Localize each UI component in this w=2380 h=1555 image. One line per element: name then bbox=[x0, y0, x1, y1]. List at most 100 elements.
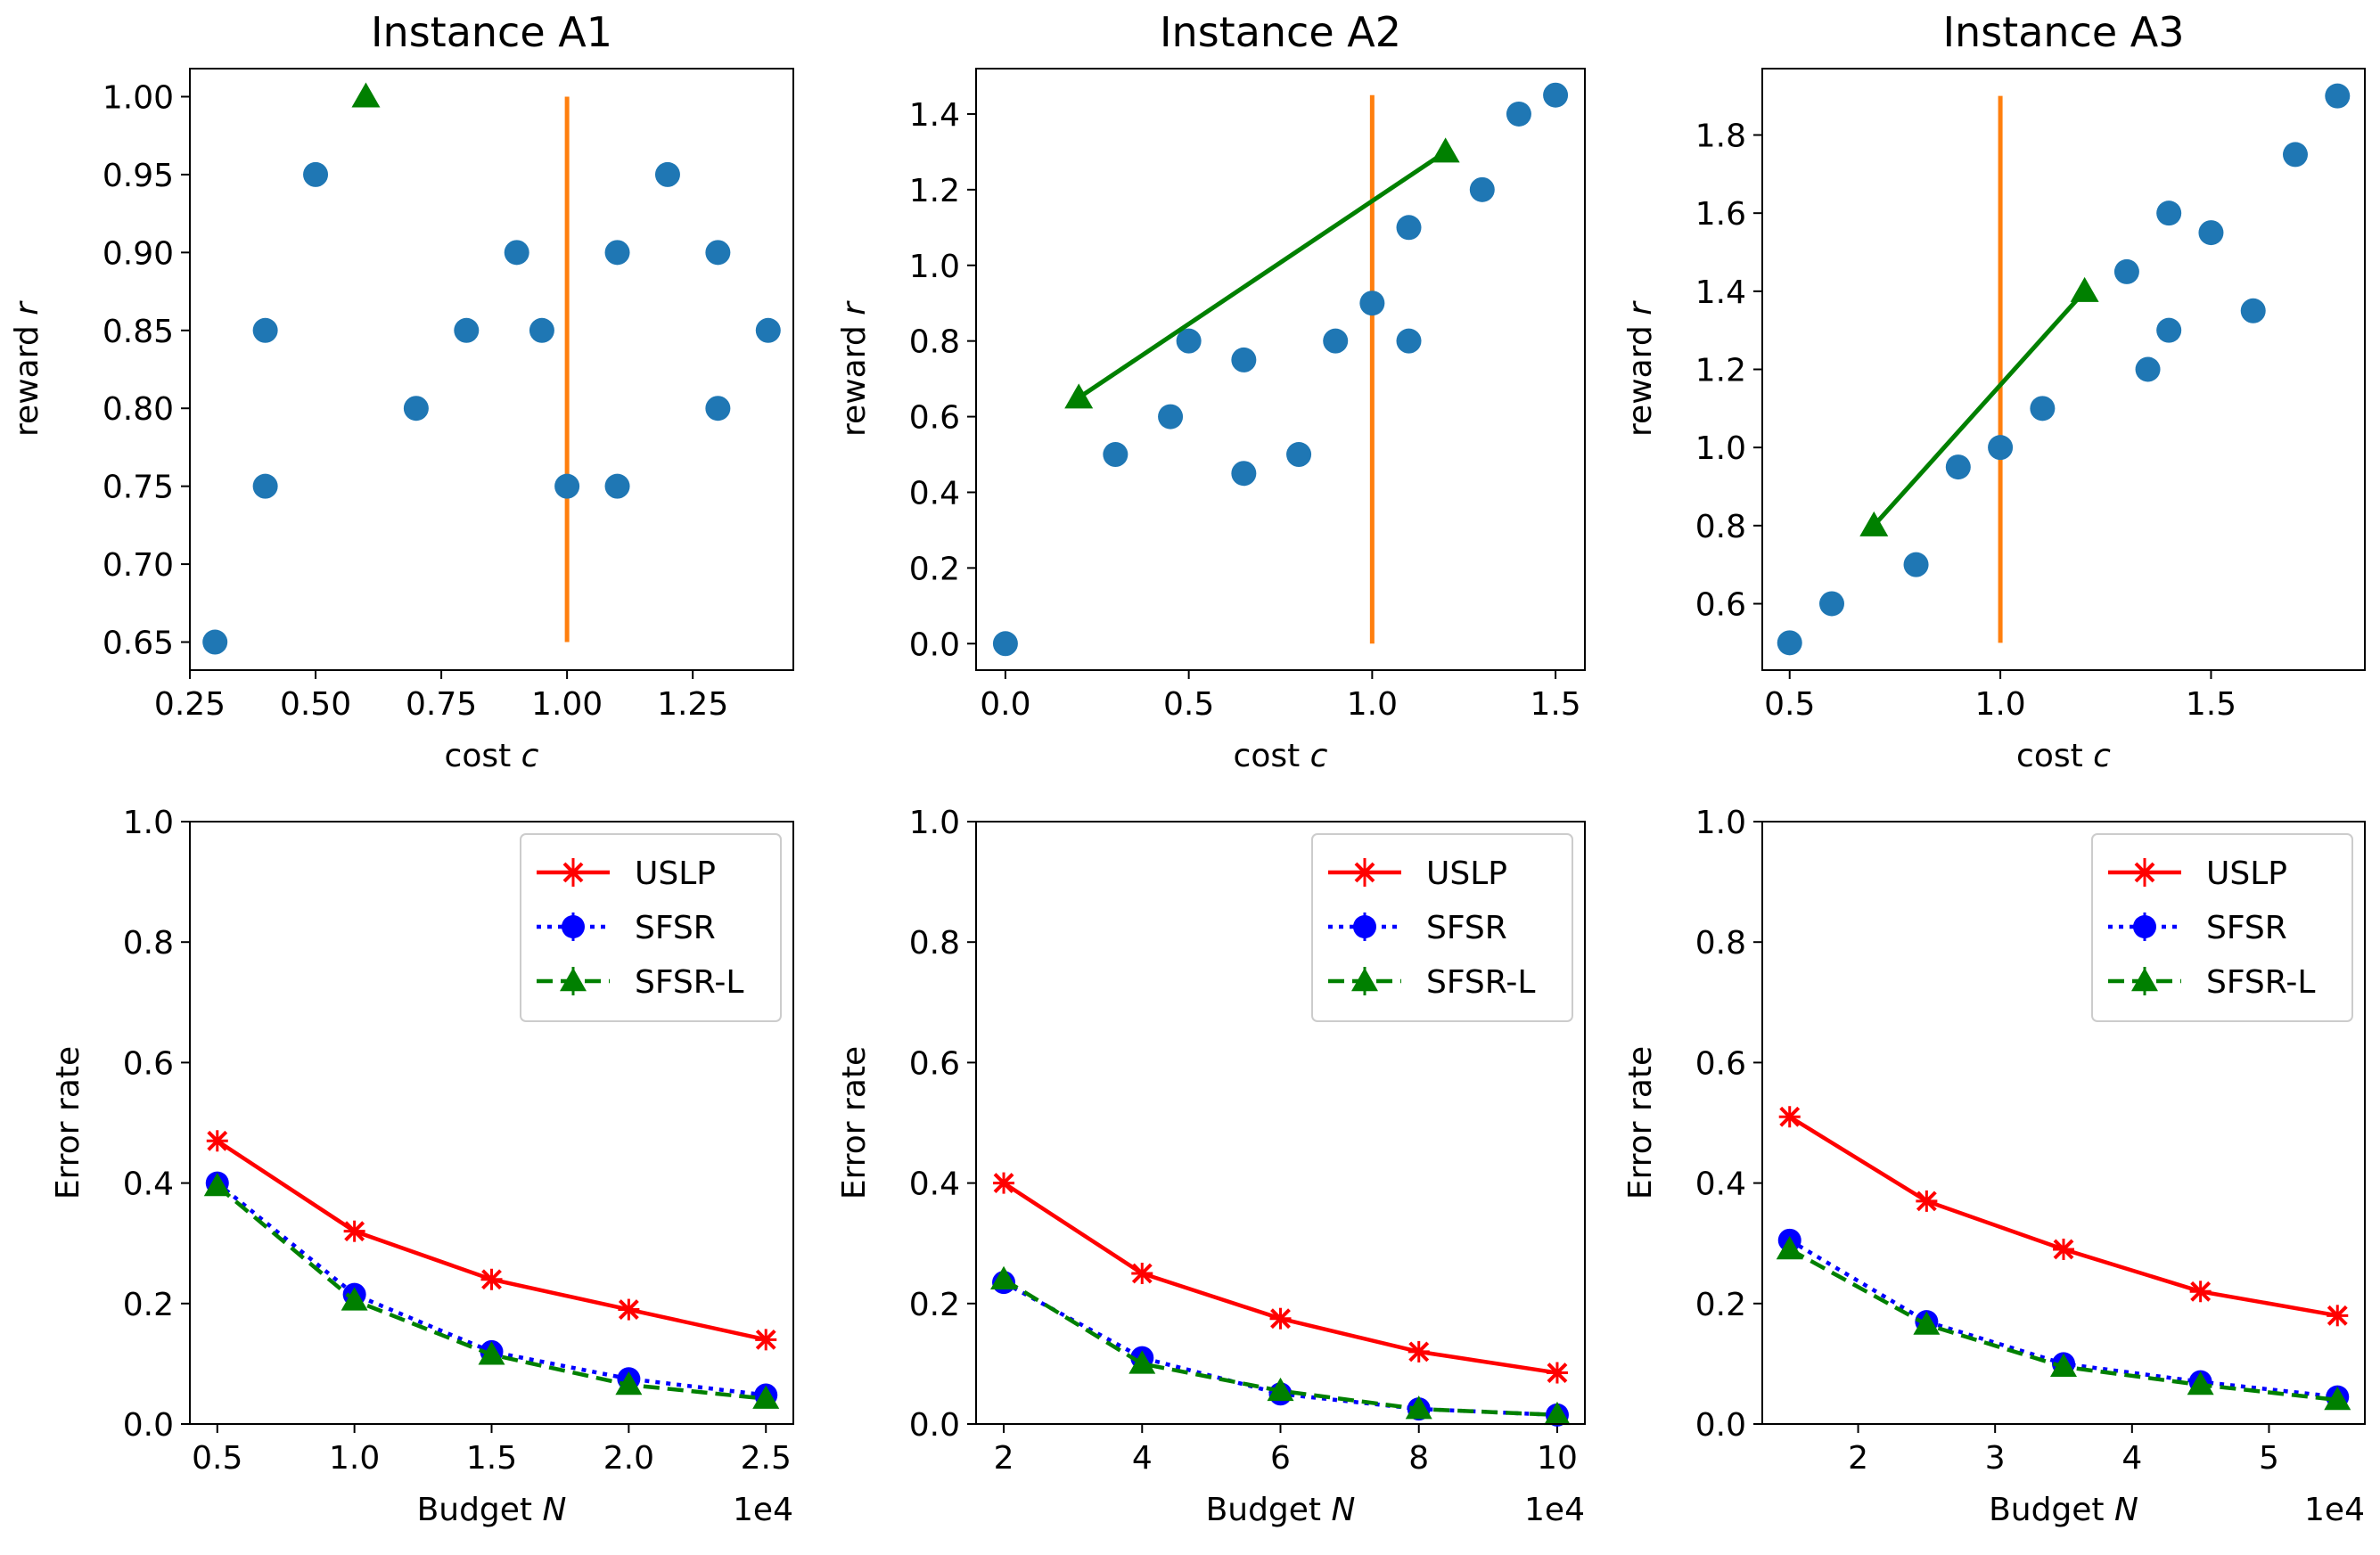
x-axis-label: Budget N bbox=[1206, 1492, 1356, 1528]
y-tick-label: 1.8 bbox=[1695, 119, 1746, 155]
x-tick-label: 2 bbox=[1848, 1440, 1868, 1477]
optimal-arm-marker bbox=[1431, 137, 1460, 163]
y-tick-label: 0.0 bbox=[909, 1407, 960, 1444]
y-tick-label: 1.2 bbox=[1695, 353, 1746, 389]
x-tick-label: 0.5 bbox=[1163, 686, 1214, 723]
y-tick-label: 0.6 bbox=[1695, 586, 1746, 623]
axes-frame bbox=[975, 821, 1586, 1425]
legend-marker bbox=[2133, 915, 2156, 938]
series-point-sfsr-l bbox=[1267, 1377, 1294, 1402]
x-axis-label-text: Budget bbox=[417, 1492, 543, 1528]
legend: USLP SFSR SFSR-L bbox=[2091, 833, 2353, 1022]
legend: USLP SFSR SFSR-L bbox=[1311, 833, 1573, 1022]
y-axis-label: Error rate bbox=[1622, 1046, 1659, 1199]
arm-point bbox=[1396, 215, 1422, 241]
x-axis-label-text: cost bbox=[1234, 738, 1310, 774]
legend-label: SFSR-L bbox=[1426, 964, 1535, 1001]
arm-point bbox=[403, 396, 429, 421]
arm-point bbox=[1103, 442, 1128, 468]
arm-point bbox=[755, 317, 781, 343]
x-tick-label: 1.0 bbox=[329, 1440, 380, 1477]
y-tick-label: 0.65 bbox=[103, 626, 174, 662]
axes-frame bbox=[189, 68, 794, 671]
arm-point bbox=[454, 317, 480, 343]
legend-label: USLP bbox=[2206, 855, 2287, 892]
x-offset-text: 1e4 bbox=[733, 1492, 793, 1528]
panel-title: Instance A3 bbox=[1942, 8, 2184, 56]
series-point-sfsr-l bbox=[341, 1287, 368, 1311]
x-tick-label: 0.5 bbox=[1764, 686, 1815, 723]
arm-point bbox=[992, 631, 1018, 657]
x-axis-label: cost c bbox=[2016, 738, 2111, 774]
arm-point bbox=[705, 396, 731, 421]
panel-title: Instance A1 bbox=[371, 8, 612, 56]
optimal-arm-marker bbox=[2070, 276, 2099, 302]
series-point-sfsr-l bbox=[1913, 1311, 1941, 1335]
optimal-mixture-line bbox=[1872, 290, 2087, 528]
panel-title: Instance A2 bbox=[1160, 8, 1401, 56]
x-tick-label: 1.0 bbox=[1974, 686, 2025, 723]
y-tick-label: 0.70 bbox=[103, 547, 174, 584]
x-tick-label: 6 bbox=[1270, 1440, 1291, 1477]
legend-label: SFSR bbox=[635, 910, 716, 946]
x-tick-label: 10 bbox=[1537, 1440, 1578, 1477]
x-axis-label-text: Budget bbox=[1206, 1492, 1332, 1528]
legend-box bbox=[2091, 833, 2353, 1022]
y-axis-label: reward r bbox=[9, 300, 45, 437]
arm-point bbox=[1231, 347, 1257, 372]
y-tick-label: 0.80 bbox=[103, 391, 174, 428]
series-line-uslp bbox=[216, 1139, 767, 1342]
panel-error-3: 2 3 4 5 0.0 0.2 0.4 0.6 0.8 1.0 USLP SFSR SFSR-L Budg… bbox=[1622, 805, 2366, 1528]
arm-point bbox=[2030, 396, 2056, 421]
y-tick-label: 0.6 bbox=[123, 1045, 174, 1082]
x-tick-label: 0.25 bbox=[154, 686, 226, 723]
optimal-arm-marker bbox=[351, 82, 381, 108]
y-axis-label: Error rate bbox=[836, 1046, 873, 1199]
axes-frame bbox=[189, 821, 794, 1425]
optimal-mixture-line bbox=[1077, 150, 1448, 400]
arm-point bbox=[303, 161, 329, 187]
x-tick-label: 0.0 bbox=[980, 686, 1030, 723]
x-tick-label: 2.0 bbox=[603, 1440, 654, 1477]
series-line-sfsr-l bbox=[1788, 1247, 2338, 1403]
x-tick-label: 4 bbox=[1132, 1440, 1153, 1477]
arm-point bbox=[1777, 630, 1802, 656]
series-point-sfsr-l bbox=[1776, 1235, 1803, 1260]
arm-point bbox=[2283, 142, 2308, 168]
arm-point bbox=[654, 161, 680, 187]
x-tick-label: 1.5 bbox=[466, 1440, 517, 1477]
y-tick-label: 1.0 bbox=[1695, 430, 1746, 467]
y-axis-label: reward r bbox=[836, 300, 873, 437]
x-tick-label: 5 bbox=[2259, 1440, 2279, 1477]
panel-error-2: 2 4 6 8 10 0.0 0.2 0.4 0.6 0.8 1.0 USLP SFSR SFSR-L Bu… bbox=[836, 805, 1586, 1528]
x-tick-label: 2.5 bbox=[741, 1440, 792, 1477]
arm-point bbox=[1359, 291, 1385, 316]
y-tick-label: 0.4 bbox=[909, 1166, 960, 1203]
x-axis-label: cost c bbox=[1234, 738, 1328, 774]
arm-point bbox=[1506, 101, 1531, 127]
x-tick-label: 1.5 bbox=[2186, 686, 2236, 723]
panel-instance-2: 0.0 0.5 1.0 1.5 0.0 0.2 0.4 0.6 0.8 1.0 1.2 1.4 Inst… bbox=[836, 8, 1586, 774]
optimal-arm-marker bbox=[1859, 511, 1889, 536]
y-axis-label-text: reward bbox=[836, 315, 873, 437]
series-point-sfsr-l bbox=[2050, 1353, 2077, 1378]
x-axis-label-variable: c bbox=[1310, 738, 1328, 774]
legend-marker bbox=[1353, 915, 1376, 938]
arm-point bbox=[2325, 83, 2351, 109]
y-tick-label: 0.4 bbox=[123, 1166, 174, 1203]
legend-marker bbox=[560, 968, 587, 992]
arm-point bbox=[1988, 435, 2014, 461]
series-line-sfsr bbox=[216, 1181, 767, 1397]
y-axis-label-variable: r bbox=[9, 300, 45, 315]
y-axis-label-variable: r bbox=[1622, 300, 1659, 315]
arm-point bbox=[705, 240, 731, 266]
y-axis-label-variable: r bbox=[836, 300, 873, 315]
x-tick-label: 4 bbox=[2121, 1440, 2142, 1477]
arm-point bbox=[1396, 328, 1422, 354]
x-axis-label-text: Budget bbox=[1989, 1492, 2114, 1528]
y-tick-label: 1.00 bbox=[103, 79, 174, 116]
y-tick-label: 0.8 bbox=[1695, 509, 1746, 545]
x-tick-label: 1.25 bbox=[657, 686, 728, 723]
y-tick-label: 1.4 bbox=[1695, 274, 1746, 311]
y-tick-label: 0.6 bbox=[1695, 1045, 1746, 1082]
